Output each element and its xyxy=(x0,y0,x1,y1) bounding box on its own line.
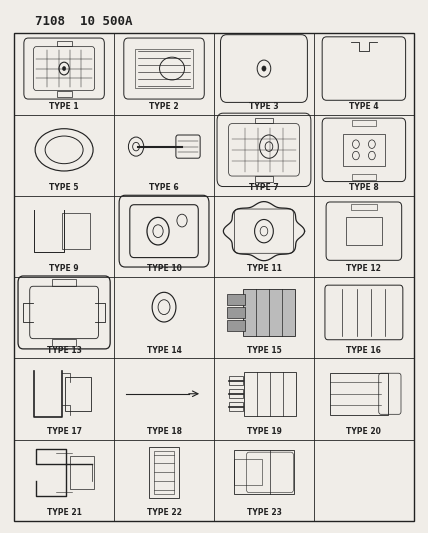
Text: TYPE 11: TYPE 11 xyxy=(247,264,281,273)
Text: TYPE 21: TYPE 21 xyxy=(47,508,82,518)
Text: TYPE 2: TYPE 2 xyxy=(149,102,179,111)
Text: TYPE 12: TYPE 12 xyxy=(346,264,381,273)
Bar xyxy=(229,376,243,385)
Bar xyxy=(227,307,245,318)
Text: 7108  10 500A: 7108 10 500A xyxy=(36,14,133,28)
Text: TYPE 8: TYPE 8 xyxy=(349,183,379,192)
Bar xyxy=(229,402,243,411)
Text: TYPE 14: TYPE 14 xyxy=(147,346,181,354)
Bar xyxy=(56,41,71,46)
Text: TYPE 6: TYPE 6 xyxy=(149,183,179,192)
Bar xyxy=(234,459,262,486)
Bar xyxy=(346,217,382,245)
Bar xyxy=(229,389,243,398)
Bar xyxy=(352,120,376,126)
Bar xyxy=(330,373,388,415)
Bar xyxy=(135,50,193,87)
Text: TYPE 10: TYPE 10 xyxy=(147,264,181,273)
Text: TYPE 9: TYPE 9 xyxy=(49,264,79,273)
Bar xyxy=(243,289,295,336)
Bar xyxy=(255,118,273,124)
Bar xyxy=(154,451,174,494)
Bar xyxy=(56,91,71,96)
Bar xyxy=(65,377,91,411)
Text: TYPE 13: TYPE 13 xyxy=(47,346,82,354)
Circle shape xyxy=(262,66,266,71)
Circle shape xyxy=(62,67,66,71)
Bar xyxy=(343,134,385,166)
Bar xyxy=(227,320,245,331)
Bar xyxy=(244,372,296,416)
Text: TYPE 5: TYPE 5 xyxy=(49,183,79,192)
Bar xyxy=(234,450,294,494)
Text: TYPE 22: TYPE 22 xyxy=(147,508,181,518)
Text: TYPE 18: TYPE 18 xyxy=(146,427,181,436)
Bar xyxy=(62,213,90,249)
Text: TYPE 23: TYPE 23 xyxy=(247,508,281,518)
Text: TYPE 4: TYPE 4 xyxy=(349,102,379,111)
Bar xyxy=(351,204,377,209)
Text: TYPE 1: TYPE 1 xyxy=(49,102,79,111)
Text: TYPE 7: TYPE 7 xyxy=(249,183,279,192)
Text: TYPE 17: TYPE 17 xyxy=(47,427,82,436)
Text: TYPE 19: TYPE 19 xyxy=(247,427,281,436)
Bar xyxy=(149,447,179,498)
Bar xyxy=(227,294,245,305)
Bar xyxy=(255,176,273,182)
Text: TYPE 20: TYPE 20 xyxy=(346,427,381,436)
Text: TYPE 16: TYPE 16 xyxy=(346,346,381,354)
Bar xyxy=(52,279,76,286)
Bar xyxy=(52,340,76,346)
Text: TYPE 3: TYPE 3 xyxy=(249,102,279,111)
Bar xyxy=(70,456,94,489)
Text: TYPE 15: TYPE 15 xyxy=(247,346,281,354)
Bar xyxy=(352,174,376,180)
